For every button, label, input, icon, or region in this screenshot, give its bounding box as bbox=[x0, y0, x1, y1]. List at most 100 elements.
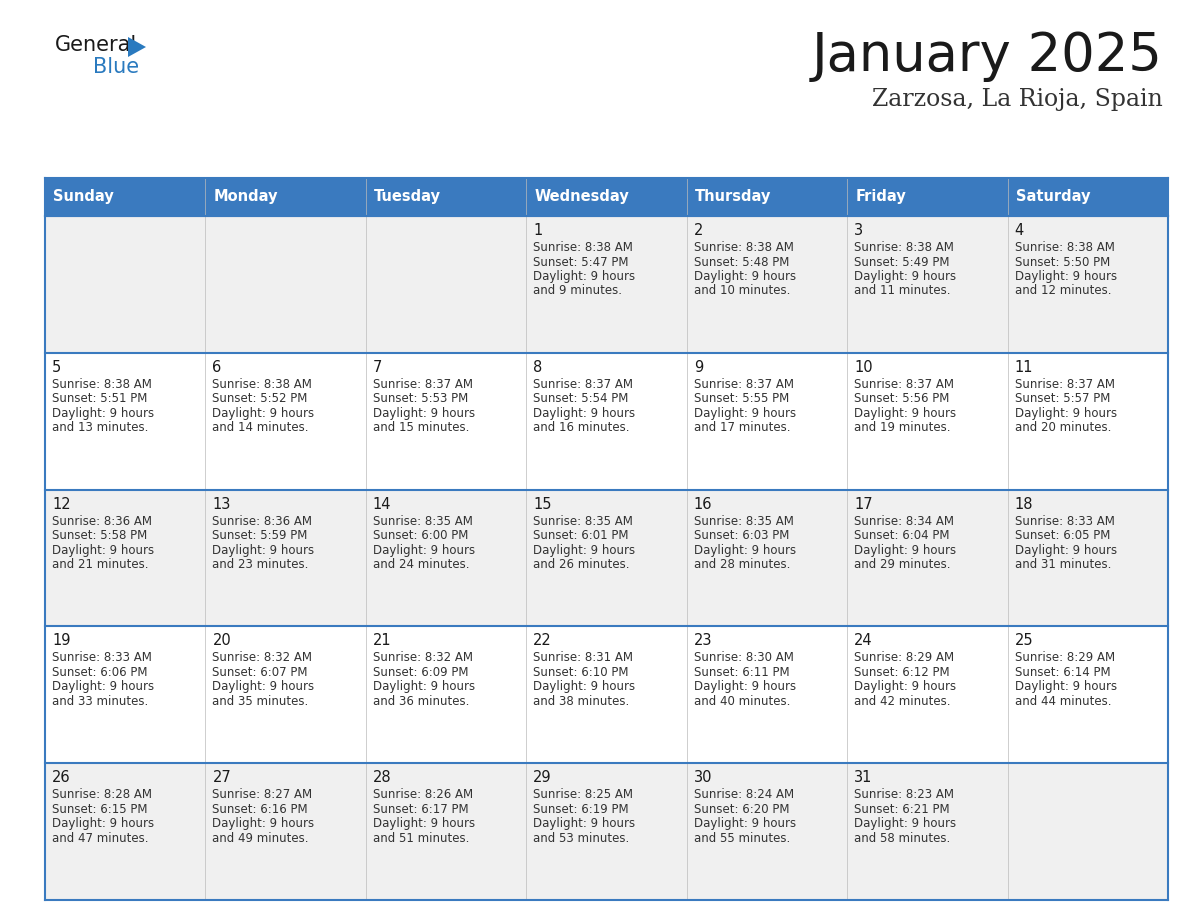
Text: Sunrise: 8:35 AM: Sunrise: 8:35 AM bbox=[373, 515, 473, 528]
Bar bbox=[526, 489, 687, 626]
Text: and 14 minutes.: and 14 minutes. bbox=[213, 421, 309, 434]
Text: Blue: Blue bbox=[93, 57, 139, 77]
Text: Daylight: 9 hours: Daylight: 9 hours bbox=[373, 407, 475, 420]
Text: and 15 minutes.: and 15 minutes. bbox=[373, 421, 469, 434]
Text: Sunset: 5:49 PM: Sunset: 5:49 PM bbox=[854, 255, 949, 268]
Text: Sunrise: 8:37 AM: Sunrise: 8:37 AM bbox=[373, 378, 473, 391]
Text: Sunrise: 8:29 AM: Sunrise: 8:29 AM bbox=[1015, 652, 1114, 665]
Text: 17: 17 bbox=[854, 497, 873, 511]
Polygon shape bbox=[128, 37, 146, 57]
Text: Daylight: 9 hours: Daylight: 9 hours bbox=[533, 817, 636, 830]
Text: and 28 minutes.: and 28 minutes. bbox=[694, 558, 790, 571]
Text: Sunrise: 8:38 AM: Sunrise: 8:38 AM bbox=[213, 378, 312, 391]
Text: Sunset: 6:03 PM: Sunset: 6:03 PM bbox=[694, 529, 789, 543]
Text: Daylight: 9 hours: Daylight: 9 hours bbox=[533, 407, 636, 420]
Text: Sunset: 6:05 PM: Sunset: 6:05 PM bbox=[1015, 529, 1110, 543]
Text: 8: 8 bbox=[533, 360, 543, 375]
Text: Sunrise: 8:35 AM: Sunrise: 8:35 AM bbox=[533, 515, 633, 528]
Text: 15: 15 bbox=[533, 497, 551, 511]
Text: Sunrise: 8:26 AM: Sunrise: 8:26 AM bbox=[373, 789, 473, 801]
Text: Monday: Monday bbox=[214, 189, 278, 205]
Bar bbox=[526, 763, 687, 900]
Text: 31: 31 bbox=[854, 770, 872, 785]
Text: Zarzosa, La Rioja, Spain: Zarzosa, La Rioja, Spain bbox=[872, 88, 1163, 111]
Text: 25: 25 bbox=[1015, 633, 1034, 648]
Text: Sunrise: 8:37 AM: Sunrise: 8:37 AM bbox=[1015, 378, 1114, 391]
Bar bbox=[45, 763, 206, 900]
Text: Daylight: 9 hours: Daylight: 9 hours bbox=[694, 680, 796, 693]
Text: 29: 29 bbox=[533, 770, 552, 785]
Text: Daylight: 9 hours: Daylight: 9 hours bbox=[213, 407, 315, 420]
Text: Daylight: 9 hours: Daylight: 9 hours bbox=[694, 817, 796, 830]
Text: 18: 18 bbox=[1015, 497, 1034, 511]
Bar bbox=[206, 216, 366, 353]
Text: Sunset: 5:56 PM: Sunset: 5:56 PM bbox=[854, 392, 949, 406]
Text: 9: 9 bbox=[694, 360, 703, 375]
Text: Sunrise: 8:38 AM: Sunrise: 8:38 AM bbox=[854, 241, 954, 254]
Text: and 9 minutes.: and 9 minutes. bbox=[533, 285, 623, 297]
Bar bbox=[206, 489, 366, 626]
Text: Daylight: 9 hours: Daylight: 9 hours bbox=[694, 270, 796, 283]
Text: Daylight: 9 hours: Daylight: 9 hours bbox=[694, 407, 796, 420]
Text: Sunset: 6:15 PM: Sunset: 6:15 PM bbox=[52, 802, 147, 816]
Text: and 38 minutes.: and 38 minutes. bbox=[533, 695, 630, 708]
Text: Sunrise: 8:32 AM: Sunrise: 8:32 AM bbox=[213, 652, 312, 665]
Text: Daylight: 9 hours: Daylight: 9 hours bbox=[373, 817, 475, 830]
Text: Sunset: 6:11 PM: Sunset: 6:11 PM bbox=[694, 666, 789, 679]
Text: January 2025: January 2025 bbox=[813, 30, 1163, 82]
Bar bbox=[526, 353, 687, 489]
Text: Sunrise: 8:36 AM: Sunrise: 8:36 AM bbox=[52, 515, 152, 528]
Text: Sunrise: 8:28 AM: Sunrise: 8:28 AM bbox=[52, 789, 152, 801]
Text: Sunrise: 8:30 AM: Sunrise: 8:30 AM bbox=[694, 652, 794, 665]
Text: Sunset: 6:04 PM: Sunset: 6:04 PM bbox=[854, 529, 949, 543]
Text: Daylight: 9 hours: Daylight: 9 hours bbox=[854, 270, 956, 283]
Text: Daylight: 9 hours: Daylight: 9 hours bbox=[533, 543, 636, 556]
Text: and 12 minutes.: and 12 minutes. bbox=[1015, 285, 1111, 297]
Text: Sunset: 6:19 PM: Sunset: 6:19 PM bbox=[533, 802, 628, 816]
Text: 21: 21 bbox=[373, 633, 392, 648]
Text: Sunrise: 8:38 AM: Sunrise: 8:38 AM bbox=[533, 241, 633, 254]
Text: Daylight: 9 hours: Daylight: 9 hours bbox=[52, 680, 154, 693]
Text: Daylight: 9 hours: Daylight: 9 hours bbox=[1015, 270, 1117, 283]
Bar bbox=[687, 216, 847, 353]
Text: Sunrise: 8:37 AM: Sunrise: 8:37 AM bbox=[694, 378, 794, 391]
Bar bbox=[687, 489, 847, 626]
Text: Sunset: 6:07 PM: Sunset: 6:07 PM bbox=[213, 666, 308, 679]
Text: Sunrise: 8:36 AM: Sunrise: 8:36 AM bbox=[213, 515, 312, 528]
Text: Daylight: 9 hours: Daylight: 9 hours bbox=[694, 543, 796, 556]
Bar bbox=[45, 626, 206, 763]
Text: Sunset: 5:54 PM: Sunset: 5:54 PM bbox=[533, 392, 628, 406]
Text: 24: 24 bbox=[854, 633, 873, 648]
Text: Daylight: 9 hours: Daylight: 9 hours bbox=[533, 680, 636, 693]
Text: and 31 minutes.: and 31 minutes. bbox=[1015, 558, 1111, 571]
Text: Sunset: 6:01 PM: Sunset: 6:01 PM bbox=[533, 529, 628, 543]
Text: Sunrise: 8:38 AM: Sunrise: 8:38 AM bbox=[1015, 241, 1114, 254]
Bar bbox=[366, 626, 526, 763]
Text: 19: 19 bbox=[52, 633, 70, 648]
Text: and 21 minutes.: and 21 minutes. bbox=[52, 558, 148, 571]
Text: Sunset: 6:14 PM: Sunset: 6:14 PM bbox=[1015, 666, 1111, 679]
Text: Daylight: 9 hours: Daylight: 9 hours bbox=[373, 680, 475, 693]
Text: 20: 20 bbox=[213, 633, 232, 648]
Text: 4: 4 bbox=[1015, 223, 1024, 238]
Text: Daylight: 9 hours: Daylight: 9 hours bbox=[1015, 407, 1117, 420]
Text: Thursday: Thursday bbox=[695, 189, 771, 205]
Bar bbox=[45, 216, 206, 353]
Text: 16: 16 bbox=[694, 497, 713, 511]
Text: Sunrise: 8:33 AM: Sunrise: 8:33 AM bbox=[52, 652, 152, 665]
Text: Sunset: 5:50 PM: Sunset: 5:50 PM bbox=[1015, 255, 1110, 268]
Text: Sunrise: 8:37 AM: Sunrise: 8:37 AM bbox=[533, 378, 633, 391]
Text: and 36 minutes.: and 36 minutes. bbox=[373, 695, 469, 708]
Text: Sunset: 5:48 PM: Sunset: 5:48 PM bbox=[694, 255, 789, 268]
Text: Sunset: 6:16 PM: Sunset: 6:16 PM bbox=[213, 802, 308, 816]
Text: Sunset: 6:20 PM: Sunset: 6:20 PM bbox=[694, 802, 789, 816]
Text: Sunrise: 8:34 AM: Sunrise: 8:34 AM bbox=[854, 515, 954, 528]
Bar bbox=[366, 763, 526, 900]
Text: and 35 minutes.: and 35 minutes. bbox=[213, 695, 309, 708]
Text: Daylight: 9 hours: Daylight: 9 hours bbox=[52, 817, 154, 830]
Text: Sunset: 5:53 PM: Sunset: 5:53 PM bbox=[373, 392, 468, 406]
Text: Daylight: 9 hours: Daylight: 9 hours bbox=[213, 817, 315, 830]
Text: and 16 minutes.: and 16 minutes. bbox=[533, 421, 630, 434]
Text: 12: 12 bbox=[52, 497, 70, 511]
Text: and 24 minutes.: and 24 minutes. bbox=[373, 558, 469, 571]
